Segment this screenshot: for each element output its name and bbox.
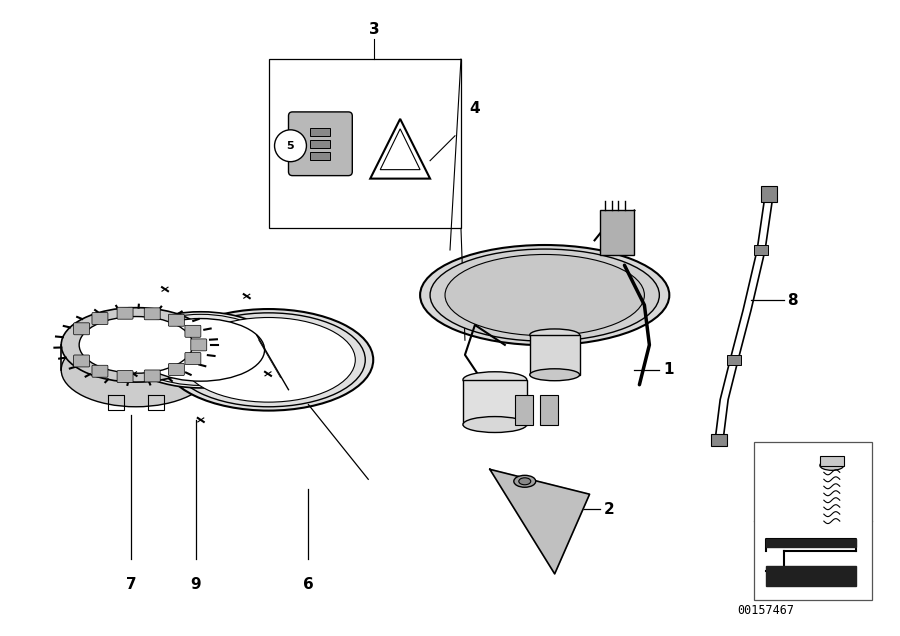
FancyBboxPatch shape <box>289 112 352 176</box>
Text: 6: 6 <box>303 577 314 592</box>
FancyBboxPatch shape <box>117 371 133 382</box>
Ellipse shape <box>137 319 265 381</box>
Bar <box>820 457 844 466</box>
Ellipse shape <box>530 369 580 381</box>
Bar <box>463 380 526 425</box>
FancyBboxPatch shape <box>144 308 160 320</box>
Bar <box>515 395 533 425</box>
Ellipse shape <box>463 372 526 388</box>
FancyBboxPatch shape <box>92 312 108 324</box>
Bar <box>727 355 741 365</box>
Ellipse shape <box>420 245 670 345</box>
Ellipse shape <box>430 249 660 341</box>
Polygon shape <box>766 566 856 586</box>
Text: 7: 7 <box>126 577 136 592</box>
Ellipse shape <box>820 460 844 471</box>
Ellipse shape <box>61 333 211 407</box>
Ellipse shape <box>518 478 531 485</box>
Bar <box>754 443 872 600</box>
Text: 4: 4 <box>469 101 480 116</box>
Bar <box>540 395 558 425</box>
Polygon shape <box>766 539 856 547</box>
FancyBboxPatch shape <box>168 314 184 326</box>
FancyBboxPatch shape <box>92 365 108 377</box>
Bar <box>754 245 768 255</box>
Text: 2: 2 <box>604 502 615 516</box>
Ellipse shape <box>514 475 536 487</box>
Text: 5: 5 <box>287 141 294 151</box>
Ellipse shape <box>182 317 356 402</box>
Text: 9: 9 <box>191 577 201 592</box>
Text: 5: 5 <box>768 465 778 480</box>
Bar <box>761 186 777 202</box>
Bar <box>310 152 330 160</box>
Ellipse shape <box>463 417 526 432</box>
FancyBboxPatch shape <box>144 370 160 382</box>
Text: 00157467: 00157467 <box>737 604 794 617</box>
Circle shape <box>274 130 306 162</box>
Bar <box>268 59 461 228</box>
Ellipse shape <box>128 314 274 385</box>
Bar <box>711 434 727 446</box>
Ellipse shape <box>164 309 374 411</box>
FancyBboxPatch shape <box>74 323 90 335</box>
FancyBboxPatch shape <box>117 307 133 319</box>
Ellipse shape <box>123 312 278 388</box>
FancyBboxPatch shape <box>184 352 201 364</box>
Ellipse shape <box>79 317 193 373</box>
Text: 1: 1 <box>663 363 674 377</box>
FancyBboxPatch shape <box>184 326 201 337</box>
Bar <box>530 335 580 375</box>
Bar <box>310 140 330 148</box>
FancyBboxPatch shape <box>191 339 207 351</box>
Polygon shape <box>490 469 590 574</box>
Ellipse shape <box>61 308 211 382</box>
Text: 8: 8 <box>787 293 797 308</box>
Bar <box>599 211 634 255</box>
Text: 3: 3 <box>369 22 380 38</box>
Ellipse shape <box>530 329 580 341</box>
FancyBboxPatch shape <box>74 355 90 367</box>
Ellipse shape <box>172 313 365 407</box>
Bar <box>310 128 330 136</box>
Ellipse shape <box>445 254 644 336</box>
FancyBboxPatch shape <box>168 364 184 375</box>
